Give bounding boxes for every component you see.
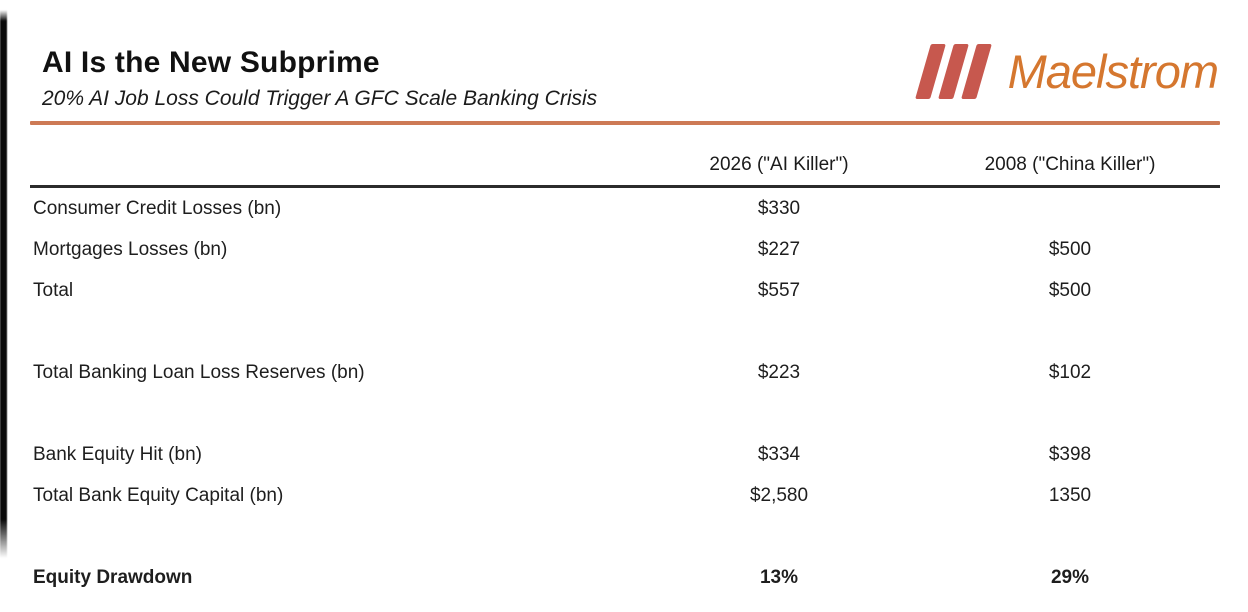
row-value-2008: 1350 [1048, 484, 1092, 506]
three-slanted-bars-icon [914, 44, 992, 99]
row-value-2008: $102 [1048, 361, 1092, 383]
row-value-2026: $2,580 [749, 484, 809, 506]
table-body: Consumer Credit Losses (bn) $330 Mortgag… [30, 187, 1220, 599]
row-label: Mortgages Losses (bn) [33, 238, 228, 260]
comparison-table: 2026 ("AI Killer") 2008 ("China Killer")… [30, 125, 1220, 598]
row-value-2026: $223 [757, 361, 801, 383]
row-value-2008: 29% [1050, 566, 1090, 588]
row-label: Total Bank Equity Capital (bn) [33, 484, 284, 506]
maelstrom-logo: Maelstrom [914, 44, 1222, 99]
row-label: Consumer Credit Losses (bn) [33, 197, 282, 219]
page-subtitle: 20% AI Job Loss Could Trigger A GFC Scal… [42, 87, 598, 110]
row-label: Equity Drawdown [33, 566, 193, 588]
column-header-empty [30, 125, 638, 188]
row-value-2008: $500 [1048, 279, 1092, 301]
row-value-2008: $500 [1048, 238, 1092, 260]
row-value-2008 [920, 187, 1220, 230]
table-row: Mortgages Losses (bn) $227 $500 [30, 229, 1220, 270]
video-edge-artifact [0, 10, 7, 558]
logo-wordmark: Maelstrom [1007, 45, 1219, 98]
table-header: 2026 ("AI Killer") 2008 ("China Killer") [30, 125, 1220, 188]
row-value-2008: $398 [1048, 443, 1092, 465]
table-row: Total Banking Loan Loss Reserves (bn) $2… [30, 352, 1220, 393]
row-label: Total Banking Loan Loss Reserves (bn) [33, 361, 365, 383]
row-value-2026: $227 [757, 238, 801, 260]
row-value-2026: $334 [757, 443, 801, 465]
spacer-row [30, 311, 1220, 352]
row-value-2026: $330 [757, 197, 801, 219]
table-row: Total Bank Equity Capital (bn) $2,580 13… [30, 475, 1220, 516]
column-header-2026: 2026 ("AI Killer") [638, 125, 920, 188]
spacer-row [30, 516, 1220, 557]
table-row: Equity Drawdown 13% 29% [30, 557, 1220, 598]
table-row: Bank Equity Hit (bn) $334 $398 [30, 434, 1220, 475]
row-value-2026: 13% [759, 566, 799, 588]
row-label: Total [33, 279, 74, 301]
table-row: Consumer Credit Losses (bn) $330 [30, 187, 1220, 230]
slide-header: AI Is the New Subprime 20% AI Job Loss C… [0, 0, 1248, 111]
column-header-2008: 2008 ("China Killer") [920, 125, 1220, 188]
row-label: Bank Equity Hit (bn) [33, 443, 202, 465]
table-row: Total $557 $500 [30, 270, 1220, 311]
page-title: AI Is the New Subprime [42, 46, 380, 79]
row-value-2026: $557 [757, 279, 801, 301]
spacer-row [30, 393, 1220, 434]
accent-divider [30, 121, 1220, 125]
